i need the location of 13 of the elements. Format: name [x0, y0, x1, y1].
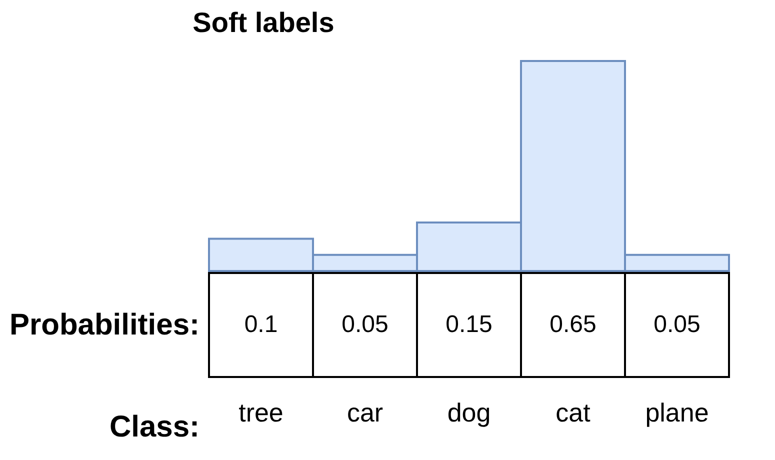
data-label: 0.15 [446, 311, 492, 338]
x-tick-label: plane [645, 398, 709, 428]
data-label: 0.05 [654, 311, 700, 338]
data-label: 0.1 [244, 311, 278, 338]
chart-title: Soft labels [192, 7, 334, 38]
x-tick-label: car [346, 398, 384, 428]
x-tick-label: dog [447, 398, 491, 428]
x-tick-label: cat [556, 398, 592, 428]
data-label: 0.65 [550, 311, 596, 338]
x-tick-label: tree [238, 398, 284, 428]
x-axis-title: Class: [109, 410, 200, 444]
y-axis-title: Probabilities: [9, 308, 200, 342]
data-label: 0.05 [342, 311, 388, 338]
